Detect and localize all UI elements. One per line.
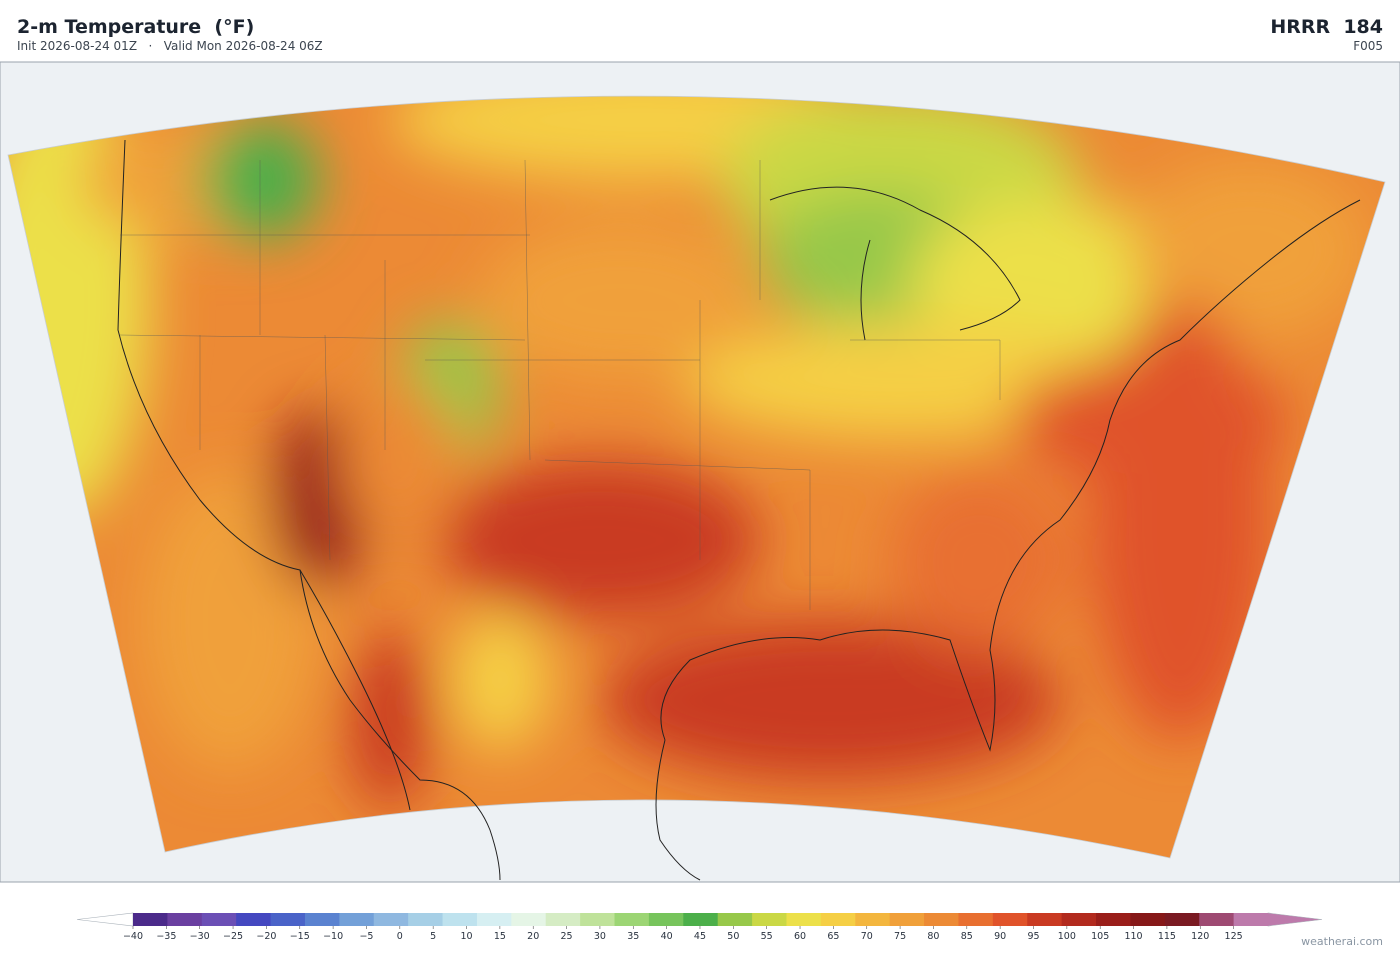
colorbar-tick-label: 10: [460, 931, 472, 942]
colorbar-tick-label: −15: [290, 931, 310, 942]
colorbar-tick-label: 15: [494, 931, 506, 942]
temperature-region: [440, 460, 760, 620]
colorbar-swatch: [992, 913, 1028, 926]
colorbar-swatch: [855, 913, 891, 926]
colorbar-tick-label: −10: [323, 931, 343, 942]
colorbar-swatch: [752, 913, 787, 926]
colorbar-tick-label: 5: [430, 931, 436, 942]
colorbar-tick-label: 105: [1091, 931, 1109, 942]
colorbar-extend-low: [76, 912, 134, 927]
colorbar-tick-label: −20: [256, 931, 276, 942]
colorbar-swatch: [786, 913, 822, 926]
colorbar-tick-label: 45: [694, 931, 706, 942]
temperature-region: [890, 470, 1070, 650]
colorbar-swatch: [133, 913, 168, 926]
colorbar-tick-label: −40: [123, 931, 143, 942]
colorbar-swatch: [304, 913, 340, 926]
temperature-region: [140, 470, 320, 770]
colorbar-tick-label: 35: [627, 931, 639, 942]
colorbar-swatch: [373, 913, 409, 926]
colorbar-swatch: [442, 913, 478, 926]
colorbar-swatch: [614, 913, 650, 926]
colorbar-swatch: [236, 913, 272, 926]
colorbar-tick-label: 65: [827, 931, 839, 942]
colorbar-swatch: [1199, 913, 1235, 926]
colorbar-swatch: [580, 913, 616, 926]
map-title: 2-m Temperature (°F): [17, 16, 255, 38]
map-subtitle: Init 2026-08-24 01Z · Valid Mon 2026-08-…: [17, 39, 323, 53]
colorbar-tick-label: 40: [661, 931, 673, 942]
colorbar-tick-label: 30: [594, 931, 606, 942]
colorbar-swatch: [545, 913, 581, 926]
colorbar-swatch: [958, 913, 994, 926]
colorbar-swatch: [683, 913, 719, 926]
colorbar-tick-label: 85: [961, 931, 973, 942]
colorbar-swatch: [648, 913, 684, 926]
colorbar-swatch: [889, 913, 925, 926]
colorbar-swatch: [1096, 913, 1131, 926]
colorbar-tick-label: 115: [1158, 931, 1176, 942]
temperature-region: [340, 380, 460, 540]
model-label: HRRR 184: [1270, 16, 1383, 38]
watermark: weatherai.com: [1301, 935, 1383, 948]
colorbar-swatch: [270, 913, 306, 926]
colorbar-swatch: [1164, 913, 1200, 926]
colorbar-tick-label: 0: [397, 931, 403, 942]
state-borders: [119, 159, 1001, 610]
colorbar-swatch: [1027, 913, 1063, 926]
colorbar-tick-label: −25: [223, 931, 243, 942]
temperature-region: [480, 220, 760, 380]
colorbar-tick-label: 80: [927, 931, 939, 942]
domain-edge: [7, 95, 1386, 859]
colorbar-swatch: [1061, 913, 1097, 926]
colorbar-tick-label: −35: [156, 931, 176, 942]
temperature-region: [1130, 160, 1370, 340]
colorbar-swatch: [820, 913, 856, 926]
colorbar-swatch: [408, 913, 444, 926]
colorbar-tick-label: 95: [1027, 931, 1039, 942]
colorbar-tick-label: 70: [861, 931, 873, 942]
colorbar-tick-label: −5: [359, 931, 373, 942]
colorbar-swatch: [511, 913, 547, 926]
colorbar-tick-label: 60: [794, 931, 806, 942]
colorbar-swatch: [339, 913, 375, 926]
colorbar-tick-label: 90: [994, 931, 1006, 942]
colorbar-tick-label: 125: [1225, 931, 1243, 942]
colorbar-tick-label: 110: [1124, 931, 1142, 942]
colorbar-swatch: [924, 913, 959, 926]
colorbar-swatch: [201, 913, 237, 926]
colorbar-tick-label: 50: [727, 931, 739, 942]
colorbar-tick-label: 120: [1191, 931, 1209, 942]
colorbar-swatch: [1130, 913, 1166, 926]
colorbar-swatch: [1233, 913, 1269, 926]
colorbar-tick-label: 55: [761, 931, 773, 942]
colorbar-extend-high: [1267, 912, 1323, 927]
forecast-hour: F005: [1353, 39, 1383, 53]
colorbar-swatch: [717, 913, 753, 926]
colorbar-tick-label: 25: [561, 931, 573, 942]
temperature-region: [350, 630, 430, 810]
colorbar-swatch: [476, 913, 512, 926]
colorbar-tick-label: 100: [1058, 931, 1076, 942]
colorbar-tick-label: 75: [894, 931, 906, 942]
colorbar-tick-label: 20: [527, 931, 539, 942]
temperature-region: [600, 620, 1060, 780]
colorbar: −40 −35 −30 −25 −20 −15 −10 −5 0 5 10 15 20 25 30 35 40 4…: [76, 912, 1323, 942]
colorbar-tick-label: −30: [190, 931, 210, 942]
temperature-region: [1010, 360, 1290, 480]
temperature-region: [910, 200, 1190, 360]
colorbar-swatch: [167, 913, 203, 926]
temperature-region: [680, 320, 1120, 440]
coastlines: [117, 139, 1361, 881]
temperature-region: [450, 610, 550, 750]
